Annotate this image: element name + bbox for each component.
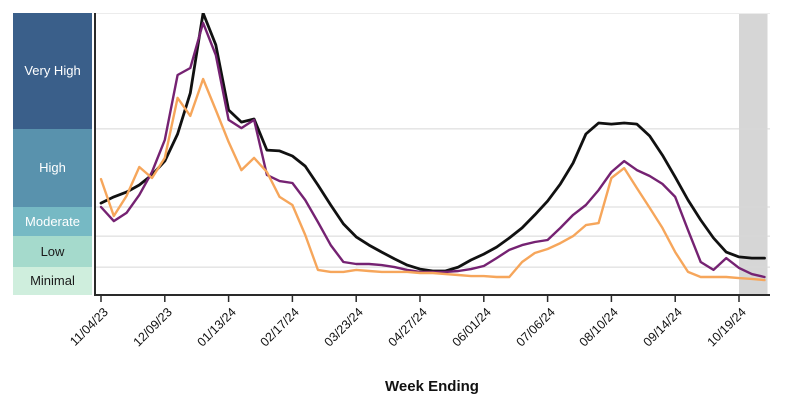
x-tick-label: 12/09/23	[130, 305, 175, 350]
band-label: Minimal	[30, 273, 75, 289]
band-label: Moderate	[25, 213, 80, 229]
band-low: Low	[13, 235, 92, 267]
x-tick-label: 06/01/24	[449, 305, 494, 350]
x-tick-label: 10/19/24	[704, 305, 749, 350]
x-tick-label: 08/10/24	[576, 305, 622, 350]
band-very-high: Very High	[13, 13, 92, 129]
x-tick-label: 02/17/24	[257, 305, 303, 350]
band-minimal: Minimal	[13, 266, 92, 295]
band-label: Very High	[24, 63, 81, 79]
band-label: High	[39, 160, 66, 176]
series-purple	[99, 21, 766, 279]
x-axis-title: Week Ending	[385, 378, 479, 395]
x-tick-label: 01/13/24	[194, 305, 239, 350]
y-axis-category-bands: Very High High Moderate Low Minimal	[13, 13, 92, 295]
series-orange	[99, 77, 766, 282]
x-tick-label: 11/04/23	[67, 305, 111, 349]
x-tick-label: 07/06/24	[513, 305, 558, 350]
plot-area	[94, 11, 770, 302]
x-tick-label: 09/14/24	[640, 305, 686, 350]
band-moderate: Moderate	[13, 206, 92, 236]
x-tick-label: 04/27/24	[385, 305, 430, 350]
plot-area-wrap	[94, 11, 770, 308]
band-label: Low	[40, 243, 65, 259]
provisional-data-region	[739, 14, 768, 295]
band-high: High	[13, 128, 92, 207]
x-tick-label: 03/23/24	[321, 305, 367, 350]
